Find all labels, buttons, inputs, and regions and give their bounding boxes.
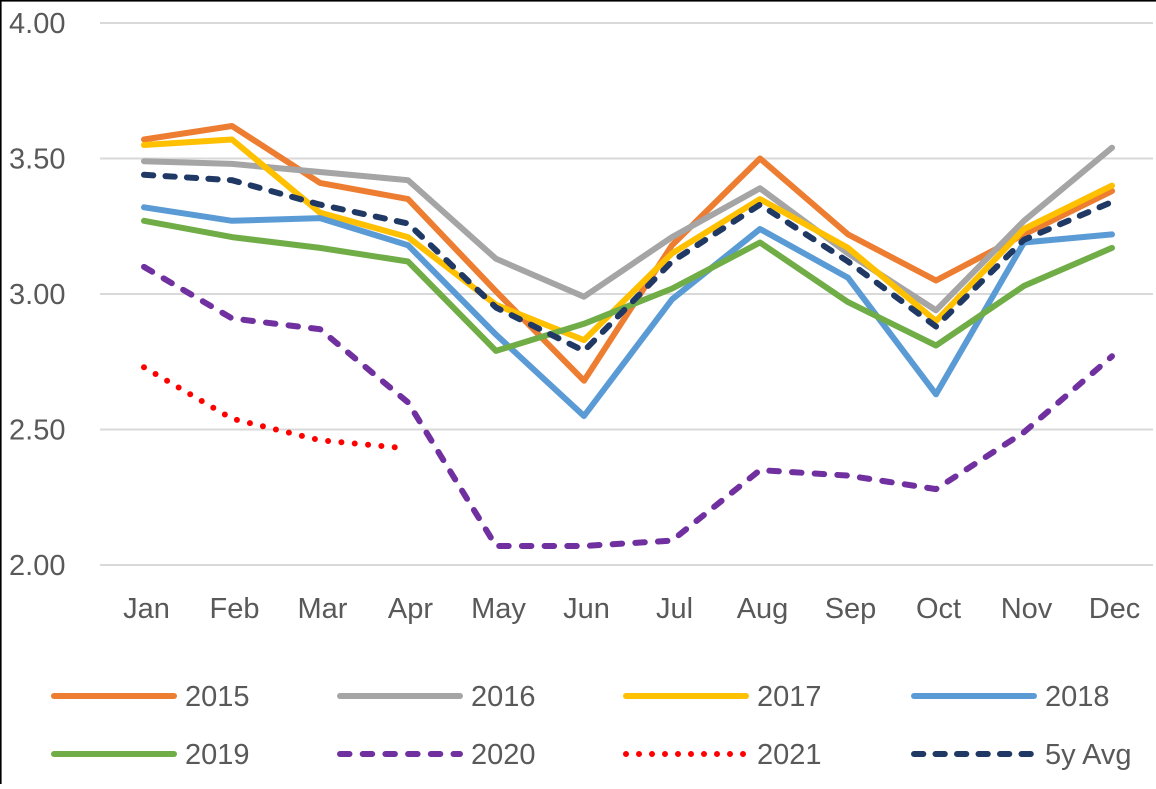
svg-text:Jan: Jan xyxy=(123,593,170,625)
svg-text:Jun: Jun xyxy=(563,593,610,625)
svg-text:2.50: 2.50 xyxy=(9,415,65,447)
svg-text:Oct: Oct xyxy=(916,593,961,625)
svg-text:Nov: Nov xyxy=(1001,593,1053,625)
svg-text:Dec: Dec xyxy=(1089,593,1141,625)
svg-text:Jul: Jul xyxy=(656,593,693,625)
svg-text:May: May xyxy=(471,593,526,625)
svg-text:2017: 2017 xyxy=(757,681,822,713)
svg-text:4.00: 4.00 xyxy=(9,8,65,40)
svg-text:Apr: Apr xyxy=(388,593,433,625)
svg-text:3.50: 3.50 xyxy=(9,144,65,176)
svg-text:5y Avg: 5y Avg xyxy=(1045,739,1132,771)
svg-text:2015: 2015 xyxy=(185,681,250,713)
svg-text:2019: 2019 xyxy=(185,739,250,771)
svg-text:3.00: 3.00 xyxy=(9,279,65,311)
svg-text:Feb: Feb xyxy=(210,593,260,625)
svg-text:Sep: Sep xyxy=(825,593,877,625)
svg-text:2021: 2021 xyxy=(757,739,822,771)
svg-text:Mar: Mar xyxy=(298,593,348,625)
svg-text:2020: 2020 xyxy=(471,739,536,771)
svg-text:2016: 2016 xyxy=(471,681,536,713)
svg-text:2.00: 2.00 xyxy=(9,550,65,582)
svg-text:2018: 2018 xyxy=(1045,681,1110,713)
svg-text:Aug: Aug xyxy=(737,593,789,625)
